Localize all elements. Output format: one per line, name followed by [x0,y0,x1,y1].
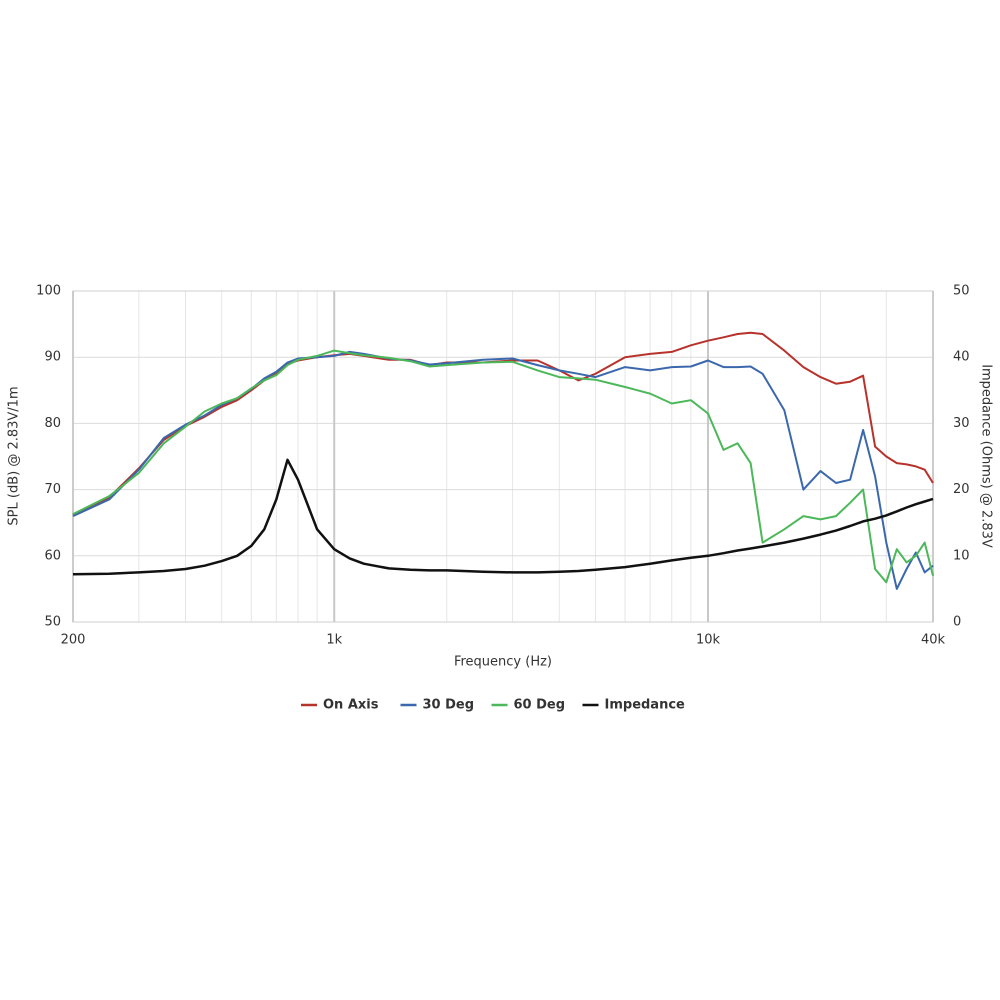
y2-tick-label: 0 [953,615,961,630]
legend-label: 30 Deg [423,698,475,713]
y-tick-label: 80 [44,416,61,431]
y-tick-label: 90 [44,350,61,365]
x-tick-label: 10k [696,633,721,648]
y2-tick-label: 40 [953,350,970,365]
x-tick-label: 1k [326,633,342,648]
y-tick-label: 70 [44,482,61,497]
x-tick-label: 40k [921,633,946,648]
plot-border [72,290,934,623]
y-tick-label: 60 [44,548,61,563]
legend-label: 60 Deg [514,698,566,713]
x-axis-title: Frequency (Hz) [454,655,552,670]
legend-label: On Axis [323,698,379,713]
y-axis-title: SPL (dB) @ 2.83V/1m [7,386,22,525]
y2-tick-label: 20 [953,482,970,497]
series-line [72,458,934,576]
y2-axis-title: Impedance (Ohms) @ 2.83V [979,364,994,548]
y2-tick-label: 30 [953,416,970,431]
y-tick-label: 100 [36,284,61,299]
x-tick-label: 200 [61,633,86,648]
legend-label: Impedance [605,698,686,713]
series-line [72,349,934,584]
y2-tick-label: 50 [953,284,970,299]
y-tick-label: 50 [44,615,61,630]
y2-tick-label: 10 [953,548,970,563]
